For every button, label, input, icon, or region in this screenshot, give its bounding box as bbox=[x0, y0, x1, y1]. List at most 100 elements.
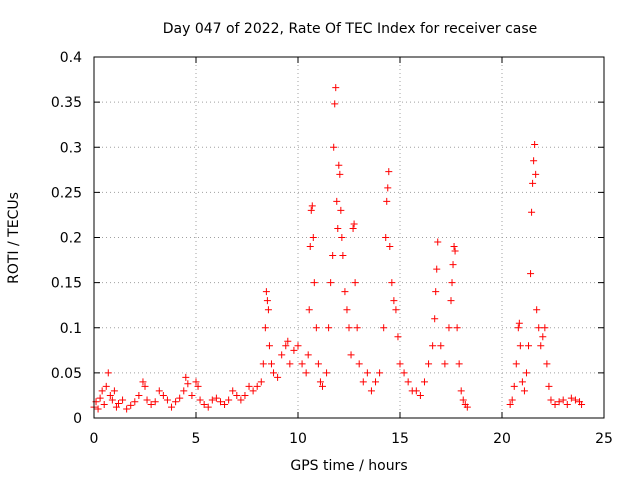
data-point bbox=[139, 378, 147, 386]
data-point bbox=[163, 396, 171, 404]
data-point bbox=[420, 378, 428, 386]
data-point bbox=[114, 400, 122, 408]
data-point bbox=[522, 369, 530, 377]
data-point bbox=[537, 342, 545, 350]
x-tick-label: 10 bbox=[289, 431, 307, 447]
data-point bbox=[284, 337, 292, 345]
x-tick-label: 20 bbox=[493, 431, 511, 447]
data-point bbox=[434, 238, 442, 246]
grid bbox=[94, 57, 604, 418]
data-point bbox=[309, 234, 317, 241]
data-point bbox=[225, 396, 233, 404]
y-tick-label: 0.4 bbox=[60, 50, 82, 66]
data-point bbox=[541, 324, 549, 332]
data-point bbox=[229, 387, 237, 395]
data-point bbox=[212, 394, 220, 402]
data-point bbox=[194, 382, 202, 390]
data-point bbox=[343, 306, 351, 314]
data-point bbox=[392, 306, 400, 314]
data-point bbox=[336, 170, 344, 178]
y-tick-label: 0.2 bbox=[60, 231, 82, 247]
y-tick-label: 0 bbox=[73, 411, 82, 427]
data-point bbox=[278, 351, 286, 359]
data-point bbox=[376, 369, 384, 377]
data-point bbox=[457, 387, 465, 395]
data-point bbox=[437, 342, 445, 350]
data-point bbox=[261, 324, 269, 332]
data-point bbox=[416, 391, 424, 399]
data-point bbox=[304, 351, 312, 359]
data-point bbox=[386, 243, 394, 251]
data-point bbox=[396, 360, 404, 368]
data-point bbox=[525, 342, 533, 350]
data-point bbox=[265, 342, 273, 350]
chart-title: Day 047 of 2022, Rate Of TEC Index for r… bbox=[163, 21, 538, 37]
data-point bbox=[535, 324, 543, 332]
data-point bbox=[432, 288, 440, 296]
data-point bbox=[545, 382, 553, 390]
y-tick-label: 0.25 bbox=[51, 185, 82, 201]
data-point bbox=[327, 279, 335, 287]
y-tick-label: 0.1 bbox=[60, 321, 82, 337]
data-point bbox=[308, 202, 316, 210]
data-point bbox=[350, 220, 358, 228]
data-point bbox=[559, 396, 567, 404]
data-point bbox=[143, 396, 151, 404]
data-point bbox=[372, 378, 380, 386]
data-point bbox=[384, 184, 392, 192]
y-tick-label: 0.35 bbox=[51, 95, 82, 111]
data-point bbox=[200, 400, 208, 408]
data-point bbox=[184, 380, 192, 388]
data-point bbox=[180, 387, 188, 395]
data-point bbox=[318, 382, 326, 390]
data-point bbox=[551, 400, 559, 408]
data-point bbox=[459, 396, 467, 404]
data-point bbox=[349, 224, 357, 232]
data-point bbox=[429, 342, 437, 350]
data-point bbox=[147, 400, 155, 408]
data-point bbox=[520, 387, 528, 395]
data-point bbox=[314, 360, 322, 368]
data-point bbox=[267, 360, 275, 368]
data-point bbox=[547, 396, 555, 404]
data-point bbox=[176, 394, 184, 402]
data-point bbox=[404, 378, 412, 386]
data-points bbox=[90, 84, 586, 413]
data-point bbox=[516, 342, 524, 350]
data-point bbox=[263, 297, 271, 305]
data-point bbox=[334, 224, 342, 232]
data-point bbox=[151, 398, 159, 406]
data-point bbox=[241, 391, 249, 399]
data-point bbox=[106, 391, 114, 399]
data-point bbox=[204, 403, 212, 411]
data-point bbox=[94, 405, 102, 413]
data-point bbox=[431, 315, 439, 323]
data-point bbox=[102, 382, 110, 390]
data-point bbox=[515, 319, 523, 327]
data-point bbox=[390, 297, 398, 305]
data-point bbox=[172, 398, 180, 406]
data-point bbox=[110, 387, 118, 395]
data-point bbox=[425, 360, 433, 368]
data-point bbox=[112, 403, 120, 411]
data-point bbox=[307, 206, 315, 214]
data-point bbox=[449, 261, 457, 269]
data-point bbox=[104, 369, 112, 377]
data-point bbox=[339, 252, 347, 260]
data-point bbox=[363, 369, 371, 377]
data-point bbox=[455, 360, 463, 368]
data-point bbox=[332, 84, 340, 92]
data-point bbox=[233, 391, 241, 399]
data-point bbox=[578, 400, 586, 408]
data-point bbox=[249, 387, 257, 395]
data-point bbox=[518, 378, 526, 386]
data-point bbox=[100, 400, 108, 408]
data-point bbox=[305, 306, 313, 314]
data-point bbox=[571, 396, 579, 404]
data-point bbox=[192, 378, 200, 386]
data-point bbox=[543, 360, 551, 368]
data-point bbox=[345, 324, 353, 332]
data-point bbox=[441, 360, 449, 368]
x-tick-label: 0 bbox=[90, 431, 99, 447]
data-point bbox=[286, 360, 294, 368]
